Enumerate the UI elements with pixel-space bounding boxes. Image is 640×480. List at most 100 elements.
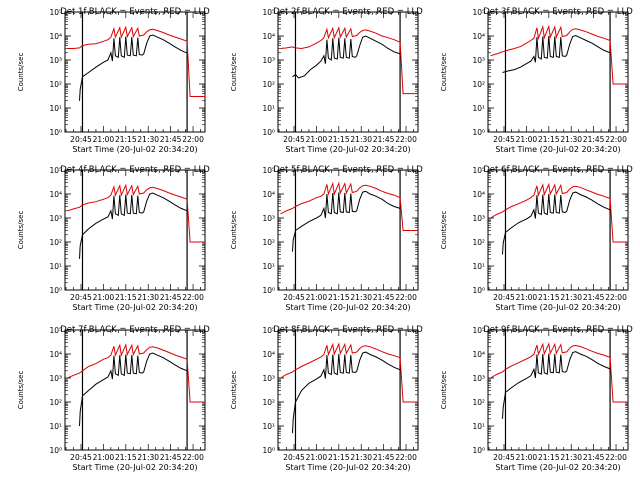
x-axis-label: Start Time (20-Jul-02 20:34:20) [495, 303, 620, 312]
y-tick-label: 10⁰ [49, 128, 62, 137]
x-tick-label: 21:30 [350, 293, 372, 302]
y-axis-label: Counts/sec [230, 211, 238, 250]
x-tick-label: 22:00 [182, 453, 204, 462]
x-tick-label: 21:30 [560, 453, 582, 462]
events-series-line [79, 352, 188, 427]
x-tick-label: 21:30 [137, 135, 159, 144]
x-tick-label: 21:15 [328, 135, 350, 144]
panel-8: Det 8f-BLACK = Events, RED = LLD Counts/s… [230, 325, 423, 472]
x-tick-label: 21:45 [160, 453, 182, 462]
plot-frame [487, 169, 629, 291]
y-tick-label: 10⁴ [262, 190, 275, 199]
events-series-line [292, 351, 401, 434]
y-tick-label: 10⁵ [472, 8, 485, 17]
y-tick-label: 10⁴ [472, 350, 485, 359]
x-tick-label: 21:45 [583, 293, 605, 302]
x-tick-label: 20:45 [283, 135, 305, 144]
lld-series-line [280, 26, 418, 95]
y-tick-label: 10⁵ [49, 8, 62, 17]
x-tick-label: 21:15 [115, 135, 137, 144]
x-tick-label: 20:45 [493, 135, 515, 144]
y-axis-label: Counts/sec [440, 53, 448, 92]
y-tick-label: 10³ [472, 214, 485, 223]
y-axis-label: Counts/sec [17, 53, 25, 92]
y-axis-label: Counts/sec [17, 211, 25, 250]
y-tick-label: 10⁵ [49, 326, 62, 335]
y-tick-label: 10⁵ [49, 166, 62, 175]
lld-series-line [490, 24, 628, 85]
panel-title: Det 9f-BLACK = Events, RED = LLD [483, 325, 633, 335]
y-tick-label: 10¹ [49, 422, 62, 431]
plot-frame [487, 329, 629, 451]
y-tick-label: 10³ [262, 56, 275, 65]
panel-title: Det 2f-BLACK = Events, RED = LLD [273, 7, 423, 17]
x-tick-label: 21:15 [115, 453, 137, 462]
x-tick-label: 21:45 [373, 293, 395, 302]
y-tick-label: 10¹ [472, 422, 485, 431]
events-series-line [79, 34, 188, 101]
y-tick-label: 10² [49, 80, 62, 89]
x-axis-label: Start Time (20-Jul-02 20:34:20) [72, 303, 197, 312]
x-tick-label: 21:15 [538, 135, 560, 144]
panel-7: Det 7f-BLACK = Events, RED = LLD Counts/s… [17, 325, 210, 472]
x-tick-label: 21:45 [583, 135, 605, 144]
x-tick-label: 21:15 [328, 293, 350, 302]
x-tick-label: 21:30 [350, 135, 372, 144]
y-tick-label: 10² [472, 398, 485, 407]
x-axis-label: Start Time (20-Jul-02 20:34:20) [285, 145, 410, 154]
x-tick-label: 21:00 [93, 135, 115, 144]
events-series-line [292, 190, 401, 252]
lld-series-line [490, 342, 628, 403]
x-tick-label: 22:00 [605, 293, 627, 302]
x-tick-label: 21:00 [306, 293, 328, 302]
lld-series-line [280, 181, 418, 231]
plot-frame [64, 329, 206, 451]
y-tick-label: 10⁴ [49, 190, 62, 199]
y-tick-label: 10³ [472, 56, 485, 65]
panel-title: Det 7f-BLACK = Events, RED = LLD [60, 325, 210, 335]
x-tick-label: 21:30 [350, 453, 372, 462]
x-tick-label: 20:45 [283, 453, 305, 462]
y-tick-label: 10⁰ [262, 128, 275, 137]
plot-frame [487, 11, 629, 133]
x-tick-label: 21:30 [137, 293, 159, 302]
x-tick-label: 21:45 [160, 293, 182, 302]
y-tick-label: 10² [262, 398, 275, 407]
x-tick-label: 20:45 [70, 135, 92, 144]
y-tick-label: 10³ [262, 374, 275, 383]
x-axis-label: Start Time (20-Jul-02 20:34:20) [72, 145, 197, 154]
x-axis-label: Start Time (20-Jul-02 20:34:20) [495, 463, 620, 472]
x-tick-label: 22:00 [395, 135, 417, 144]
x-tick-label: 20:45 [283, 293, 305, 302]
y-tick-label: 10¹ [472, 262, 485, 271]
panel-title: Det 6f-BLACK = Events, RED = LLD [483, 165, 633, 175]
y-tick-label: 10⁰ [49, 446, 62, 455]
events-series-line [292, 35, 401, 79]
panel-6: Det 6f-BLACK = Events, RED = LLD Counts/s… [440, 165, 633, 312]
y-tick-label: 10³ [262, 214, 275, 223]
y-tick-label: 10¹ [49, 262, 62, 271]
events-series-line [502, 351, 611, 419]
x-tick-label: 22:00 [605, 453, 627, 462]
y-tick-label: 10⁰ [472, 446, 485, 455]
x-tick-label: 22:00 [182, 135, 204, 144]
y-tick-label: 10² [472, 238, 485, 247]
y-tick-label: 10⁰ [49, 286, 62, 295]
x-tick-label: 21:15 [538, 293, 560, 302]
y-tick-label: 10¹ [262, 262, 275, 271]
y-tick-label: 10⁵ [262, 326, 275, 335]
panel-title: Det 8f-BLACK = Events, RED = LLD [273, 325, 423, 335]
y-tick-label: 10⁰ [262, 446, 275, 455]
y-tick-label: 10⁵ [262, 166, 275, 175]
y-tick-label: 10⁴ [472, 32, 485, 41]
x-tick-label: 21:15 [328, 453, 350, 462]
plot-frame [64, 11, 206, 133]
x-tick-label: 21:00 [516, 453, 538, 462]
x-tick-label: 20:45 [493, 453, 515, 462]
x-tick-label: 20:45 [70, 293, 92, 302]
x-tick-label: 20:45 [70, 453, 92, 462]
y-axis-label: Counts/sec [17, 371, 25, 410]
plot-frame [277, 11, 419, 133]
plot-frame [277, 329, 419, 451]
